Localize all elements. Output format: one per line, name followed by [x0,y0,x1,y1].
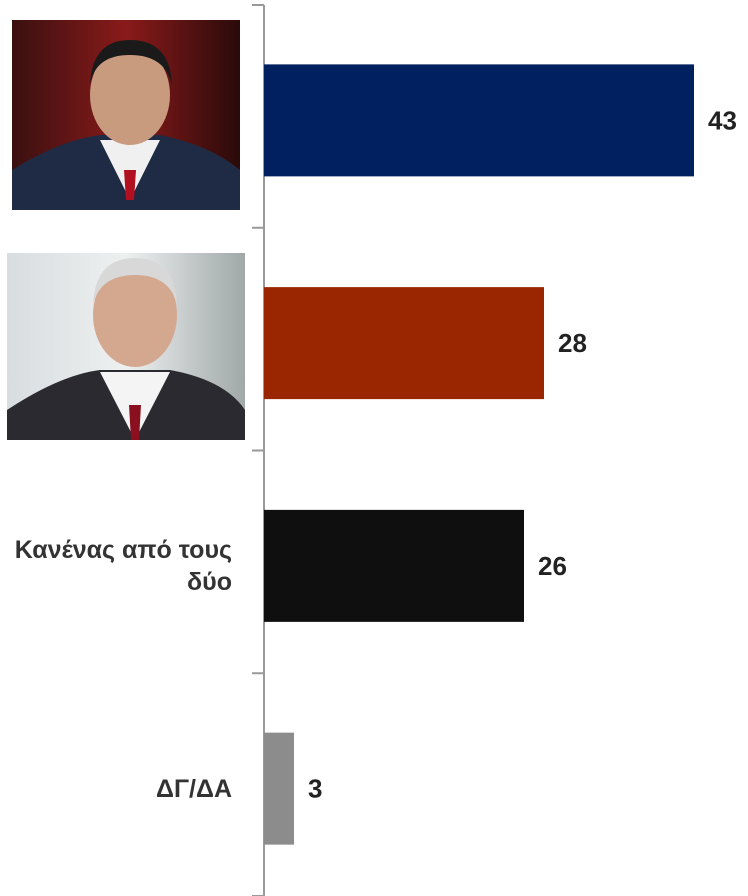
value-label: 26 [538,551,567,581]
photo [7,253,245,440]
bar [264,64,694,177]
photo [12,20,240,210]
category-label: Κανένας από τους δύο [14,535,232,596]
bar [264,509,524,622]
value-label: 3 [308,774,322,804]
value-label: 43 [708,105,737,135]
value-label: 28 [558,328,587,358]
category-label: ΔΓ/ΔΑ [156,774,232,803]
bar [264,287,544,400]
bar [264,732,294,845]
